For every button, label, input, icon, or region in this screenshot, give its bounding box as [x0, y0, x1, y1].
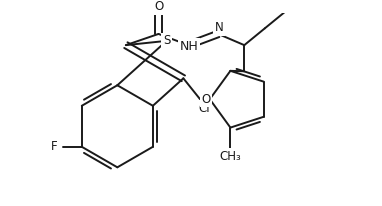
Text: Cl: Cl: [198, 102, 210, 115]
Text: N: N: [215, 21, 223, 34]
Text: O: O: [154, 0, 163, 13]
Text: F: F: [50, 140, 57, 153]
Text: O: O: [201, 93, 211, 106]
Text: CH₃: CH₃: [220, 150, 241, 163]
Text: S: S: [163, 34, 170, 47]
Text: NH: NH: [180, 40, 199, 53]
